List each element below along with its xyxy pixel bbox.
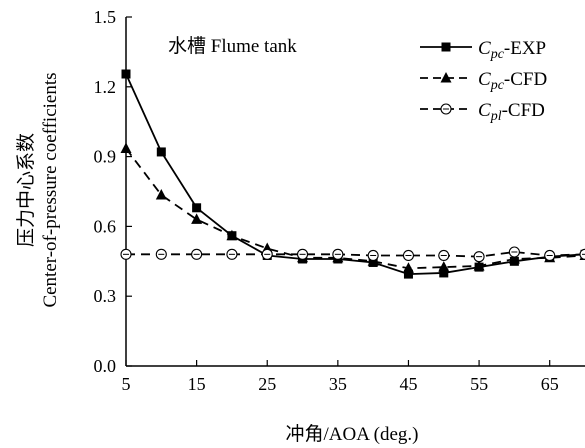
data-point-series-3 <box>579 248 585 260</box>
x-axis-label: 冲角/AOA (deg.) <box>286 423 419 445</box>
y-axis-label-english: Center-of-pressure coefficients <box>40 72 61 307</box>
data-point-series-1 <box>121 69 131 79</box>
data-point-series-2 <box>191 213 203 224</box>
data-point-series-2 <box>226 229 238 241</box>
legend-label-3: Cpl-CFD <box>478 100 545 124</box>
chart-annotation: 水槽 Flume tank <box>168 35 297 57</box>
data-point-series-3 <box>296 248 309 260</box>
data-point-series-3 <box>402 249 415 262</box>
x-tick-label: 5 <box>122 374 131 394</box>
series-line-1 <box>125 73 585 276</box>
data-point-series-3 <box>438 249 450 262</box>
y-axis-label-chinese: 压力中心系数 <box>15 133 37 247</box>
data-point-series-3 <box>544 249 556 262</box>
data-point-series-2 <box>508 252 520 264</box>
x-tick-label: 35 <box>329 374 347 394</box>
y-tick-label: 0.9 <box>94 147 117 167</box>
data-point-series-3 <box>226 248 238 260</box>
data-point-series-1 <box>156 147 166 157</box>
data-point-series-3 <box>508 246 520 258</box>
legend-marker-1 <box>441 42 451 52</box>
data-point-series-3 <box>332 248 344 260</box>
y-tick-label: 1.2 <box>94 77 117 97</box>
y-tick-label: 0.0 <box>94 356 117 376</box>
legend-marker-2 <box>440 72 452 83</box>
data-point-series-3 <box>191 248 203 260</box>
x-tick-label: 15 <box>188 374 206 394</box>
legend-label-2: Cpc-CFD <box>478 69 547 93</box>
y-tick-label: 0.6 <box>94 216 117 236</box>
series-line-3 <box>126 251 585 258</box>
legend-marker-3 <box>440 103 452 115</box>
data-point-series-3 <box>261 248 273 260</box>
data-point-series-1 <box>439 268 449 278</box>
data-point-series-1 <box>192 203 202 213</box>
data-point-series-3 <box>155 248 167 260</box>
legend-label-1: Cpc-EXP <box>478 38 546 62</box>
data-point-series-3 <box>367 249 379 262</box>
x-tick-label: 55 <box>470 374 488 394</box>
x-tick-label: 65 <box>541 374 559 394</box>
data-point-series-2 <box>473 259 485 271</box>
y-tick-label: 0.3 <box>94 286 117 306</box>
data-point-series-2 <box>155 188 167 200</box>
data-point-series-2 <box>402 262 414 273</box>
y-tick-label: 1.5 <box>94 7 117 27</box>
axis-ticks: 0.0 0.3 0.6 0.9 1.2 1.5 5 15 25 35 45 55 65 <box>94 7 559 394</box>
data-point-series-3 <box>473 251 485 263</box>
data-point-series-1 <box>403 269 413 279</box>
legend: Cpc-EXP Cpc-CFD Cpl-CFD <box>420 38 547 124</box>
data-point-series-2 <box>120 142 132 153</box>
series-line-2 <box>125 147 585 270</box>
x-tick-label: 45 <box>399 374 417 394</box>
series-layer <box>120 69 585 279</box>
data-point-series-2 <box>438 261 450 272</box>
x-tick-label: 25 <box>258 374 276 394</box>
data-point-series-3 <box>120 248 132 260</box>
